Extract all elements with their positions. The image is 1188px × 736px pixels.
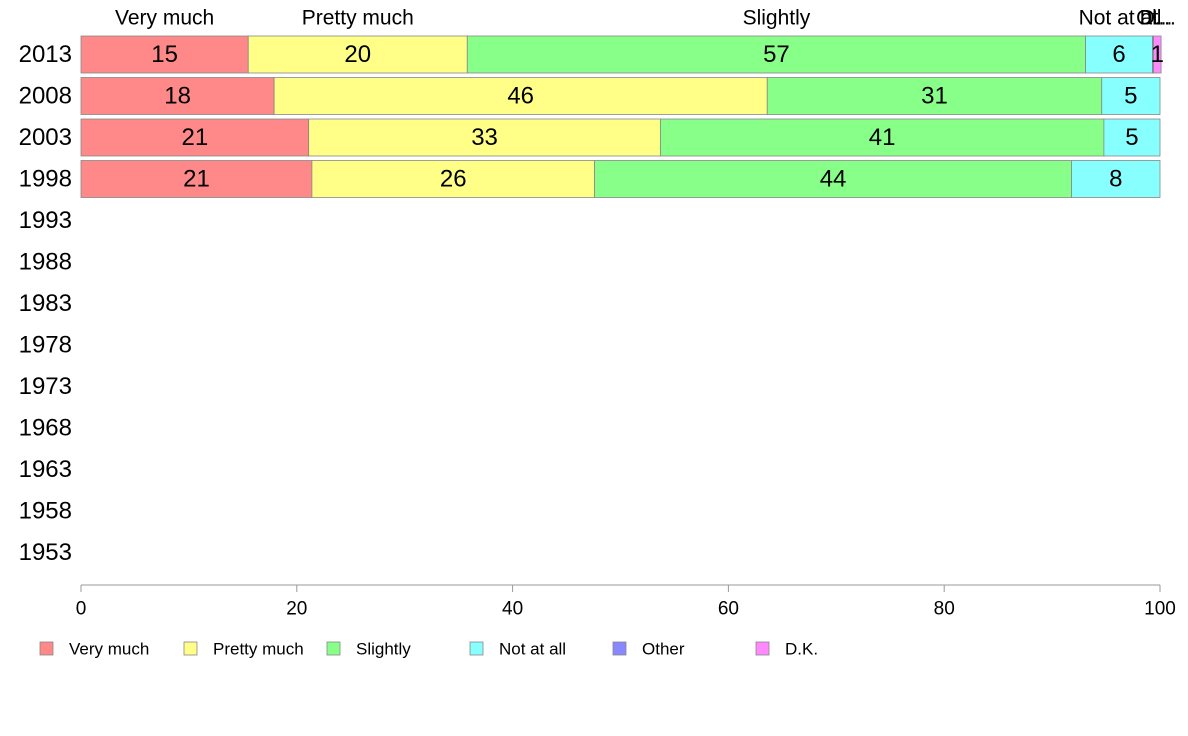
legend-label-pretty-much: Pretty much: [213, 640, 304, 659]
bar-value-label-2003-slightly: 41: [869, 124, 896, 151]
year-label-1973: 1973: [19, 373, 72, 400]
legend-swatch-other: [612, 641, 627, 656]
x-axis: 0 20 40 60 80 100: [76, 584, 1176, 620]
year-label-1978: 1978: [19, 332, 72, 359]
legend-label-d-k: D.K.: [785, 640, 818, 659]
bar-segment-2003-very-much: [80, 118, 310, 157]
top-label-other: Ot...: [1136, 7, 1176, 30]
x-tick-label-0: 0: [76, 599, 87, 620]
top-label-not-at-all: Not at all: [1079, 7, 1162, 30]
legend-label-other: Other: [642, 640, 685, 659]
x-tick-label-40: 40: [502, 599, 523, 620]
bar-segment-2013-slightly: [466, 35, 1086, 74]
year-label-2003: 2003: [19, 124, 72, 151]
bar-segment-2008-very-much: [80, 77, 275, 115]
legend-label-very-much: Very much: [69, 640, 149, 659]
year-label-1968: 1968: [19, 415, 72, 442]
bar-segment-2008-not-at-all: [1101, 77, 1161, 115]
year-label-1983: 1983: [19, 290, 72, 317]
bar-value-label-2013-very-much: 15: [151, 41, 178, 68]
year-label-1998: 1998: [19, 166, 72, 193]
legend-swatch-d-k: [755, 641, 770, 656]
bar-segment-1998-pretty-much: [311, 160, 596, 198]
bar-value-label-2013-d-k: 1: [1151, 41, 1164, 68]
year-label-1958: 1958: [19, 498, 72, 525]
top-label-very-much: Very much: [115, 7, 214, 30]
bar-segment-2008-pretty-much: [273, 77, 768, 115]
legend-label-slightly: Slightly: [356, 640, 411, 659]
year-label-1953: 1953: [19, 539, 72, 566]
x-tick-label-20: 20: [286, 599, 307, 620]
year-label-1963: 1963: [19, 456, 72, 483]
bar-value-label-2013-not-at-all: 6: [1112, 41, 1125, 68]
x-tick-label-100: 100: [1144, 599, 1176, 620]
bar-value-label-1998-not-at-all: 8: [1109, 166, 1122, 193]
legend-swatch-very-much: [39, 641, 54, 656]
bar-segment-1998-not-at-all: [1071, 160, 1161, 198]
year-label-2008: 2008: [19, 83, 72, 110]
bar-value-label-2013-pretty-much: 20: [344, 41, 371, 68]
bar-segment-2003-not-at-all: [1103, 118, 1161, 157]
top-label-d-k: D...: [1140, 7, 1173, 30]
bar-segment-2008-slightly: [766, 77, 1103, 115]
top-category-labels: Very much Pretty much Slightly Not at allOt…: [115, 7, 1176, 30]
top-label-slightly: Slightly: [743, 7, 811, 30]
bar-value-label-2008-not-at-all: 5: [1124, 83, 1137, 110]
x-tick-label-60: 60: [718, 599, 739, 620]
year-label-2013: 2013: [19, 41, 72, 68]
x-tick-label-80: 80: [934, 599, 955, 620]
legend-swatch-slightly: [326, 641, 341, 656]
bar-value-label-2008-slightly: 31: [921, 83, 948, 110]
year-label-1993: 1993: [19, 207, 72, 234]
bar-value-label-2003-pretty-much: 33: [471, 124, 498, 151]
bar-value-label-1998-pretty-much: 26: [440, 166, 467, 193]
bar-segment-2003-slightly: [660, 118, 1105, 157]
legend-swatch-pretty-much: [183, 641, 198, 656]
bar-value-label-1998-slightly: 44: [820, 166, 847, 193]
year-labels: 2013 2008 2003 1998 1993 1988 1983 1978 1973 1968…: [19, 41, 72, 566]
bar-segment-1998-slightly: [594, 160, 1072, 198]
bar-value-label-2013-slightly: 57: [763, 41, 790, 68]
bar-value-label-2008-very-much: 18: [164, 83, 191, 110]
bar-segment-1998-very-much: [80, 160, 313, 198]
top-label-pretty-much: Pretty much: [302, 7, 414, 30]
bar-value-label-1998-very-much: 21: [183, 166, 210, 193]
bar-segment-2013-pretty-much: [247, 35, 468, 74]
bars-layer: 15 20 57 6 1 18 46 31 5 21 33 41 5 21 26 44 8: [80, 35, 1164, 198]
bar-value-label-2003-very-much: 21: [181, 124, 208, 151]
legend-label-not-at-all: Not at all: [499, 640, 566, 659]
bar-segment-2013-d-k: [1153, 35, 1162, 74]
year-label-1988: 1988: [19, 249, 72, 276]
legend: Very much Pretty much Slightly Not at all Ot…: [39, 640, 818, 659]
bar-value-label-2008-pretty-much: 46: [507, 83, 534, 110]
legend-swatch-not-at-all: [469, 641, 484, 656]
bar-segment-2013-very-much: [80, 35, 249, 74]
bar-value-label-2003-not-at-all: 5: [1125, 124, 1138, 151]
